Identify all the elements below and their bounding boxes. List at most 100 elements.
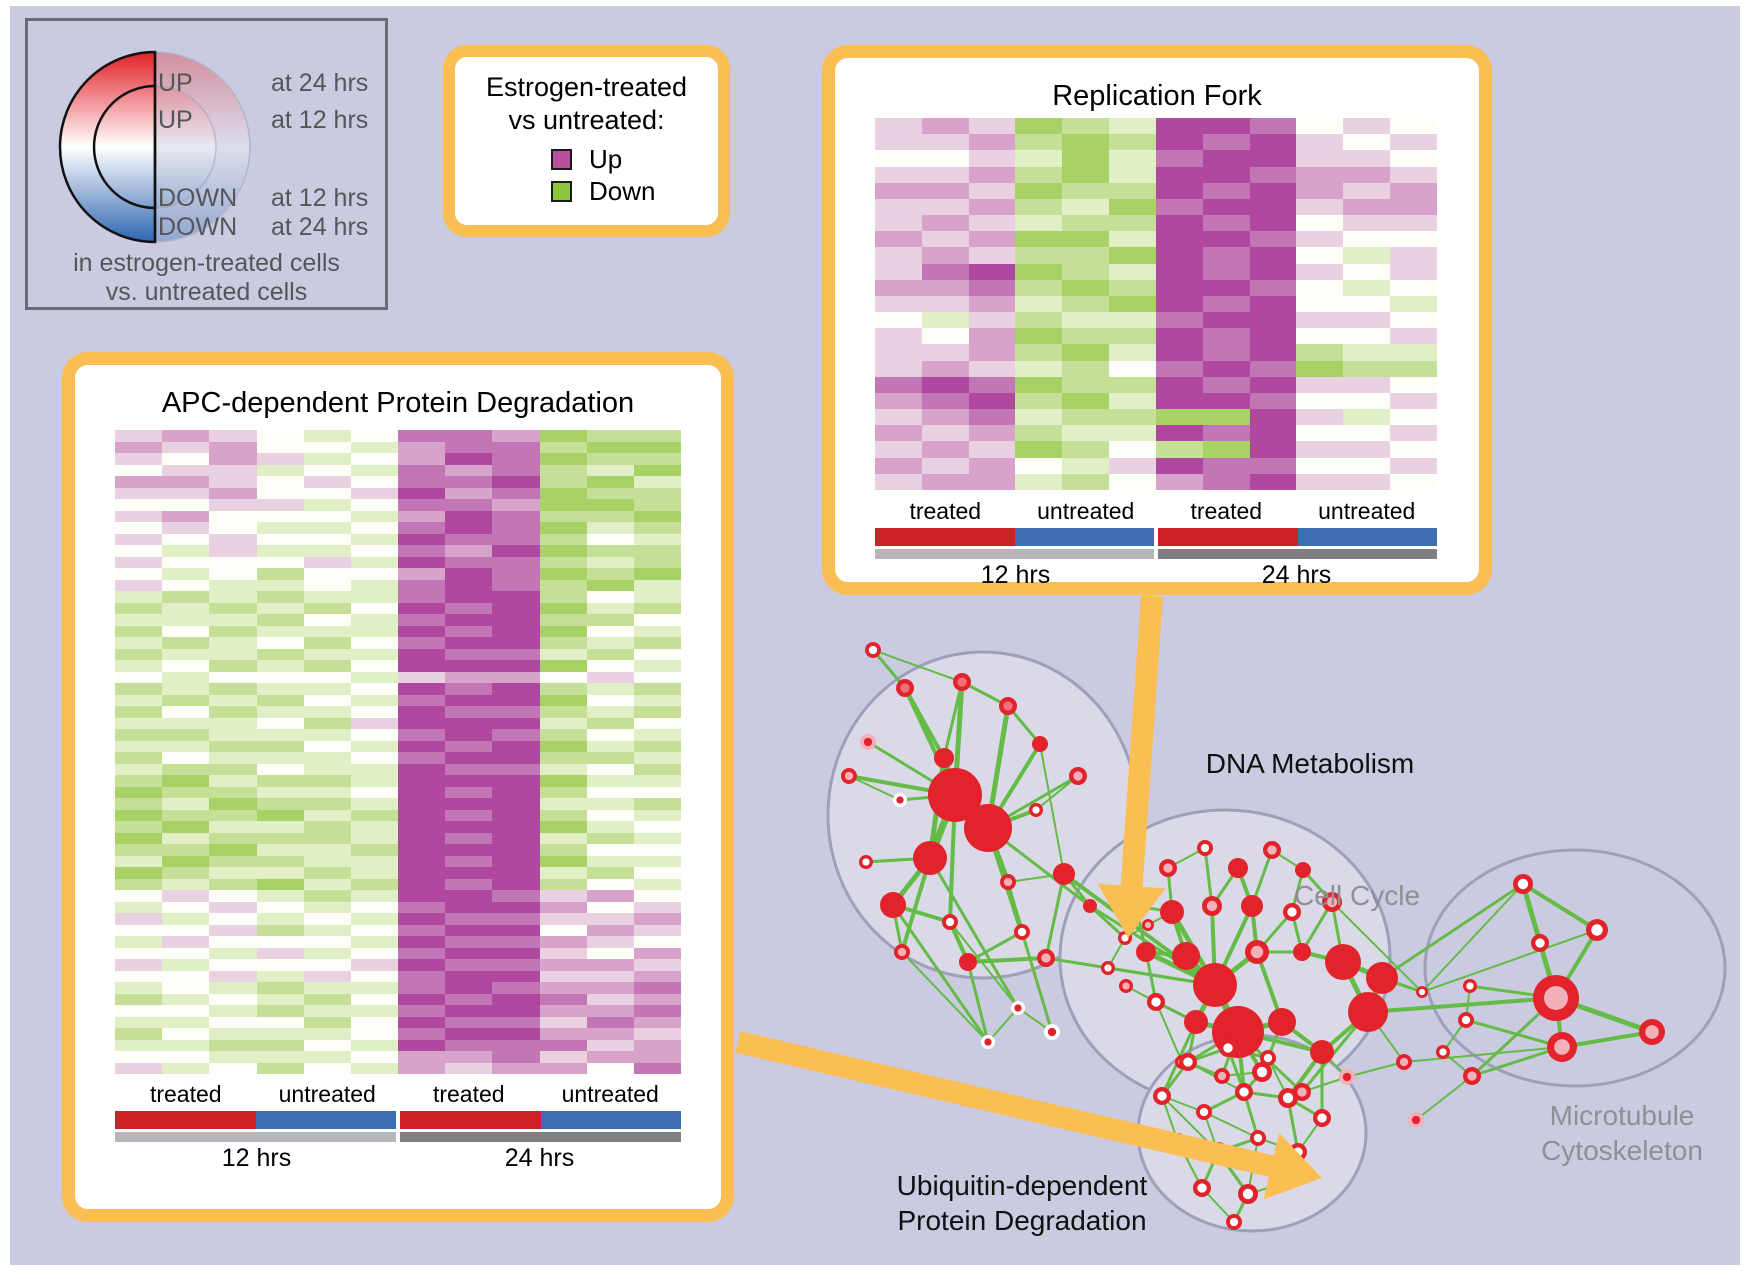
heatmap-cell bbox=[350, 671, 399, 683]
heatmap-cell bbox=[256, 648, 304, 660]
heatmap-cell bbox=[1109, 118, 1156, 135]
heatmap-cell bbox=[303, 614, 351, 626]
heatmap-row bbox=[115, 637, 682, 649]
heatmap-cell bbox=[350, 890, 399, 902]
heatmap-cell bbox=[1202, 182, 1250, 199]
heatmap-cell bbox=[1390, 409, 1437, 426]
heatmap-cell bbox=[1015, 392, 1063, 410]
heatmap-cell bbox=[968, 312, 1016, 329]
heatmap-cell bbox=[1390, 425, 1437, 442]
heatmap-cell bbox=[303, 982, 351, 994]
heatmap-cell bbox=[586, 832, 634, 844]
heatmap-cell bbox=[633, 522, 682, 534]
heatmap-cell bbox=[921, 312, 969, 329]
heatmap-cell bbox=[1390, 150, 1437, 167]
heatmap-cell bbox=[968, 247, 1016, 264]
heatmap-cell bbox=[1062, 376, 1110, 393]
heatmap-cell bbox=[586, 947, 634, 959]
heatmap-cell bbox=[256, 855, 304, 867]
heatmap-cell bbox=[256, 476, 304, 488]
heatmap-cell bbox=[921, 134, 969, 151]
heatmap-cell bbox=[256, 993, 304, 1005]
heatmap-cell bbox=[350, 545, 399, 557]
heatmap-cell bbox=[633, 1051, 682, 1063]
heatmap-cell bbox=[398, 602, 446, 614]
heatmap-cell bbox=[350, 487, 399, 499]
heatmap-row bbox=[875, 215, 1437, 232]
heatmap-cell bbox=[875, 344, 922, 361]
heatmap-cell bbox=[539, 464, 587, 476]
heatmap-row bbox=[115, 614, 682, 626]
heatmap-cell bbox=[350, 579, 399, 591]
heatmap-cell bbox=[1296, 473, 1344, 490]
heatmap-cell bbox=[492, 936, 540, 948]
heatmap-cell bbox=[445, 522, 493, 534]
heatmap-cell bbox=[350, 476, 399, 488]
heatmap-row bbox=[875, 279, 1437, 296]
heatmap-cell bbox=[445, 602, 493, 614]
replication-fork-heatmap bbox=[875, 118, 1437, 490]
heatmap-cell bbox=[633, 809, 682, 821]
heatmap-cell bbox=[445, 947, 493, 959]
heatmap-cell bbox=[303, 648, 351, 660]
heatmap-cell bbox=[633, 947, 682, 959]
heatmap-cell bbox=[445, 752, 493, 764]
heatmap-cell bbox=[633, 706, 682, 718]
heatmap-cell bbox=[115, 821, 163, 833]
heatmap-row bbox=[875, 263, 1437, 280]
heatmap-cell bbox=[539, 729, 587, 741]
heatmap-cell bbox=[209, 844, 257, 856]
heatmap-cell bbox=[539, 1005, 587, 1017]
heatmap-cell bbox=[1015, 312, 1063, 329]
heatmap-cell bbox=[1390, 198, 1437, 216]
heatmap-cell bbox=[162, 878, 210, 890]
heatmap-cell bbox=[492, 487, 540, 499]
heatmap-cell bbox=[398, 936, 446, 948]
heatmap-cell bbox=[303, 602, 351, 614]
heatmap-cell bbox=[256, 740, 304, 752]
heatmap-cell bbox=[256, 545, 304, 557]
heatmap-cell bbox=[209, 522, 257, 534]
heatmap-cell bbox=[1202, 198, 1250, 216]
heatmap-cell bbox=[398, 1051, 446, 1063]
heatmap-cell bbox=[1343, 198, 1391, 216]
heatmap-cell bbox=[350, 533, 399, 545]
heatmap-cell bbox=[539, 453, 587, 465]
up-24-word: UP bbox=[158, 69, 193, 97]
heatmap-cell bbox=[162, 855, 210, 867]
heatmap-cell bbox=[875, 457, 922, 474]
heatmap-cell bbox=[492, 924, 540, 936]
heatmap-cell bbox=[256, 510, 304, 522]
heatmap-cell bbox=[1109, 409, 1156, 426]
heatmap-row bbox=[115, 844, 682, 856]
heatmap-cell bbox=[539, 591, 587, 603]
heatmap-cell bbox=[445, 1062, 493, 1074]
heatmap-cell bbox=[875, 198, 922, 216]
heatmap-cell bbox=[968, 182, 1016, 199]
heatmap-cell bbox=[1343, 247, 1391, 264]
time-label-12-hrs: 12 hrs bbox=[221, 1144, 292, 1172]
heatmap-cell bbox=[492, 878, 540, 890]
heatmap-cell bbox=[968, 409, 1016, 426]
heatmap-cell bbox=[586, 855, 634, 867]
heatmap-cell bbox=[968, 425, 1016, 442]
heatmap-cell bbox=[1155, 263, 1203, 280]
heatmap-cell bbox=[115, 510, 163, 522]
heatmap-cell bbox=[1015, 198, 1063, 216]
heatmap-cell bbox=[115, 1005, 163, 1017]
heatmap-cell bbox=[115, 786, 163, 798]
heatmap-cell bbox=[162, 694, 210, 706]
heatmap-cell bbox=[1249, 198, 1297, 216]
heatmap-cell bbox=[115, 430, 163, 442]
heatmap-cell bbox=[350, 1028, 399, 1040]
heatmap-cell bbox=[209, 579, 257, 591]
heatmap-cell bbox=[586, 683, 634, 695]
heatmap-cell bbox=[445, 533, 493, 545]
heatmap-cell bbox=[1202, 166, 1250, 183]
heatmap-cell bbox=[115, 867, 163, 879]
heatmap-cell bbox=[633, 441, 682, 453]
heatmap-cell bbox=[633, 683, 682, 695]
heatmap-cell bbox=[539, 522, 587, 534]
heatmap-cell bbox=[162, 947, 210, 959]
heatmap-cell bbox=[303, 591, 351, 603]
